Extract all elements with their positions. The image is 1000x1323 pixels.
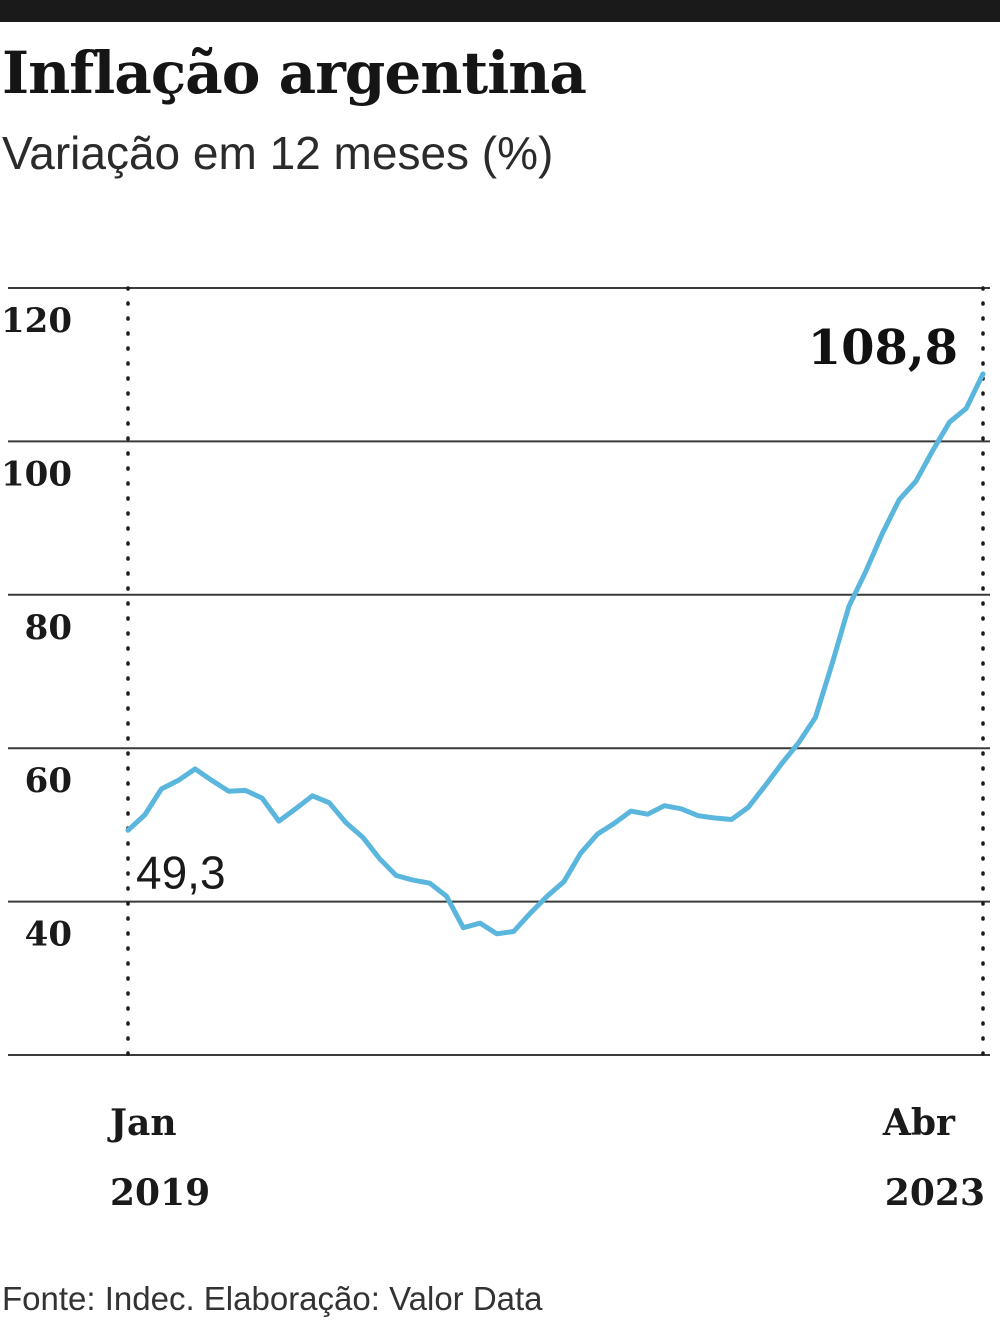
x-end-year-label: 2023 xyxy=(885,1172,985,1214)
chart-subtitle: Variação em 12 meses (%) xyxy=(2,127,554,179)
y-tick-label-120: 120 xyxy=(1,301,72,341)
gridlines xyxy=(8,287,990,1056)
y-tick-label-80: 80 xyxy=(25,608,72,648)
x-end-month-label: Abr xyxy=(882,1102,956,1144)
vertical-guides xyxy=(126,286,985,1057)
source-note: Fonte: Indec. Elaboração: Valor Data xyxy=(2,1280,543,1317)
y-tick-label-100: 100 xyxy=(1,454,72,494)
x-start-month-label: Jan xyxy=(107,1102,177,1144)
last-value-label: 108,8 xyxy=(808,320,958,376)
x-start-year-label: 2019 xyxy=(110,1172,210,1214)
series-line xyxy=(125,371,986,937)
first-value-label: 49,3 xyxy=(136,846,226,898)
top-rule xyxy=(0,0,1000,22)
y-tick-label-40: 40 xyxy=(25,915,72,955)
y-axis-ticks: 40 60 80 100 120 xyxy=(1,301,72,955)
chart-title: Inflação argentina xyxy=(2,39,587,107)
y-tick-label-60: 60 xyxy=(25,761,72,801)
